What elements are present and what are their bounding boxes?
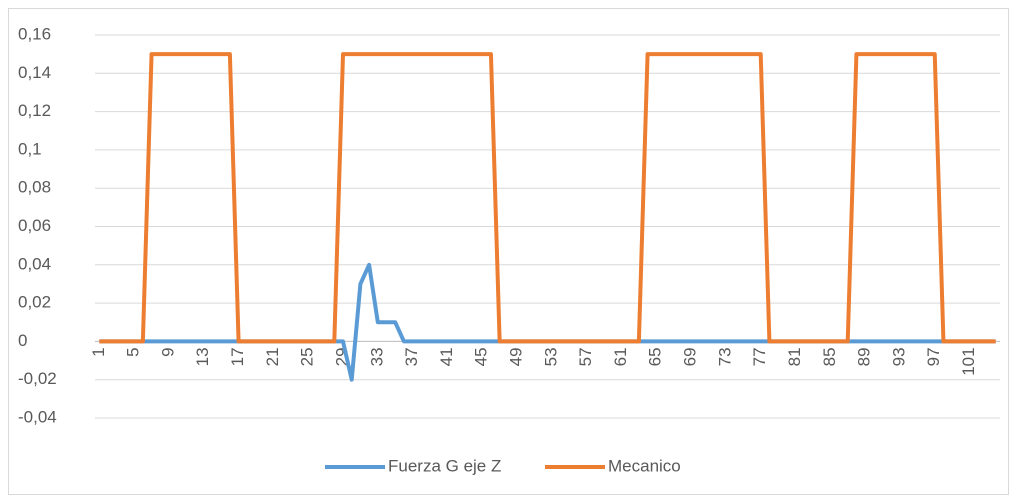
y-tick-label: -0,02: [18, 369, 57, 388]
y-tick-label: 0,02: [18, 293, 51, 312]
y-tick-label: 0,16: [18, 24, 51, 43]
chart-border: [8, 8, 1009, 495]
y-tick-label: 0,06: [18, 216, 51, 235]
x-tick-label: 13: [193, 347, 212, 366]
x-tick-label: 85: [820, 347, 839, 366]
x-tick-label: 1: [89, 347, 108, 356]
x-tick-label: 53: [541, 347, 560, 366]
x-tick-label: 81: [785, 347, 804, 366]
x-tick-label: 21: [263, 347, 282, 366]
x-tick-label: 93: [889, 347, 908, 366]
y-tick-label: -0,04: [18, 407, 57, 426]
x-tick-label: 5: [124, 347, 143, 356]
x-tick-label: 57: [576, 347, 595, 366]
y-tick-label: 0: [18, 331, 27, 350]
legend-label: Fuerza G eje Z: [388, 456, 501, 475]
x-tick-label: 9: [158, 347, 177, 356]
x-tick-label: 33: [367, 347, 386, 366]
x-tick-label: 77: [750, 347, 769, 366]
x-tick-label: 73: [715, 347, 734, 366]
y-tick-label: 0,14: [18, 63, 51, 82]
x-tick-label: 25: [298, 347, 317, 366]
x-tick-label: 69: [681, 347, 700, 366]
x-tick-label: 45: [472, 347, 491, 366]
y-tick-label: 0,08: [18, 178, 51, 197]
y-tick-label: 0,1: [18, 139, 42, 158]
y-tick-label: 0,12: [18, 101, 51, 120]
legend-label: Mecanico: [608, 456, 681, 475]
x-tick-label: 101: [959, 347, 978, 375]
x-tick-label: 37: [402, 347, 421, 366]
x-tick-label: 89: [855, 347, 874, 366]
y-tick-label: 0,04: [18, 254, 51, 273]
x-tick-label: 61: [611, 347, 630, 366]
x-tick-label: 97: [924, 347, 943, 366]
x-tick-label: 49: [507, 347, 526, 366]
x-tick-label: 17: [228, 347, 247, 366]
series-line: [99, 52, 996, 344]
x-tick-label: 65: [646, 347, 665, 366]
x-tick-label: 41: [437, 347, 456, 366]
